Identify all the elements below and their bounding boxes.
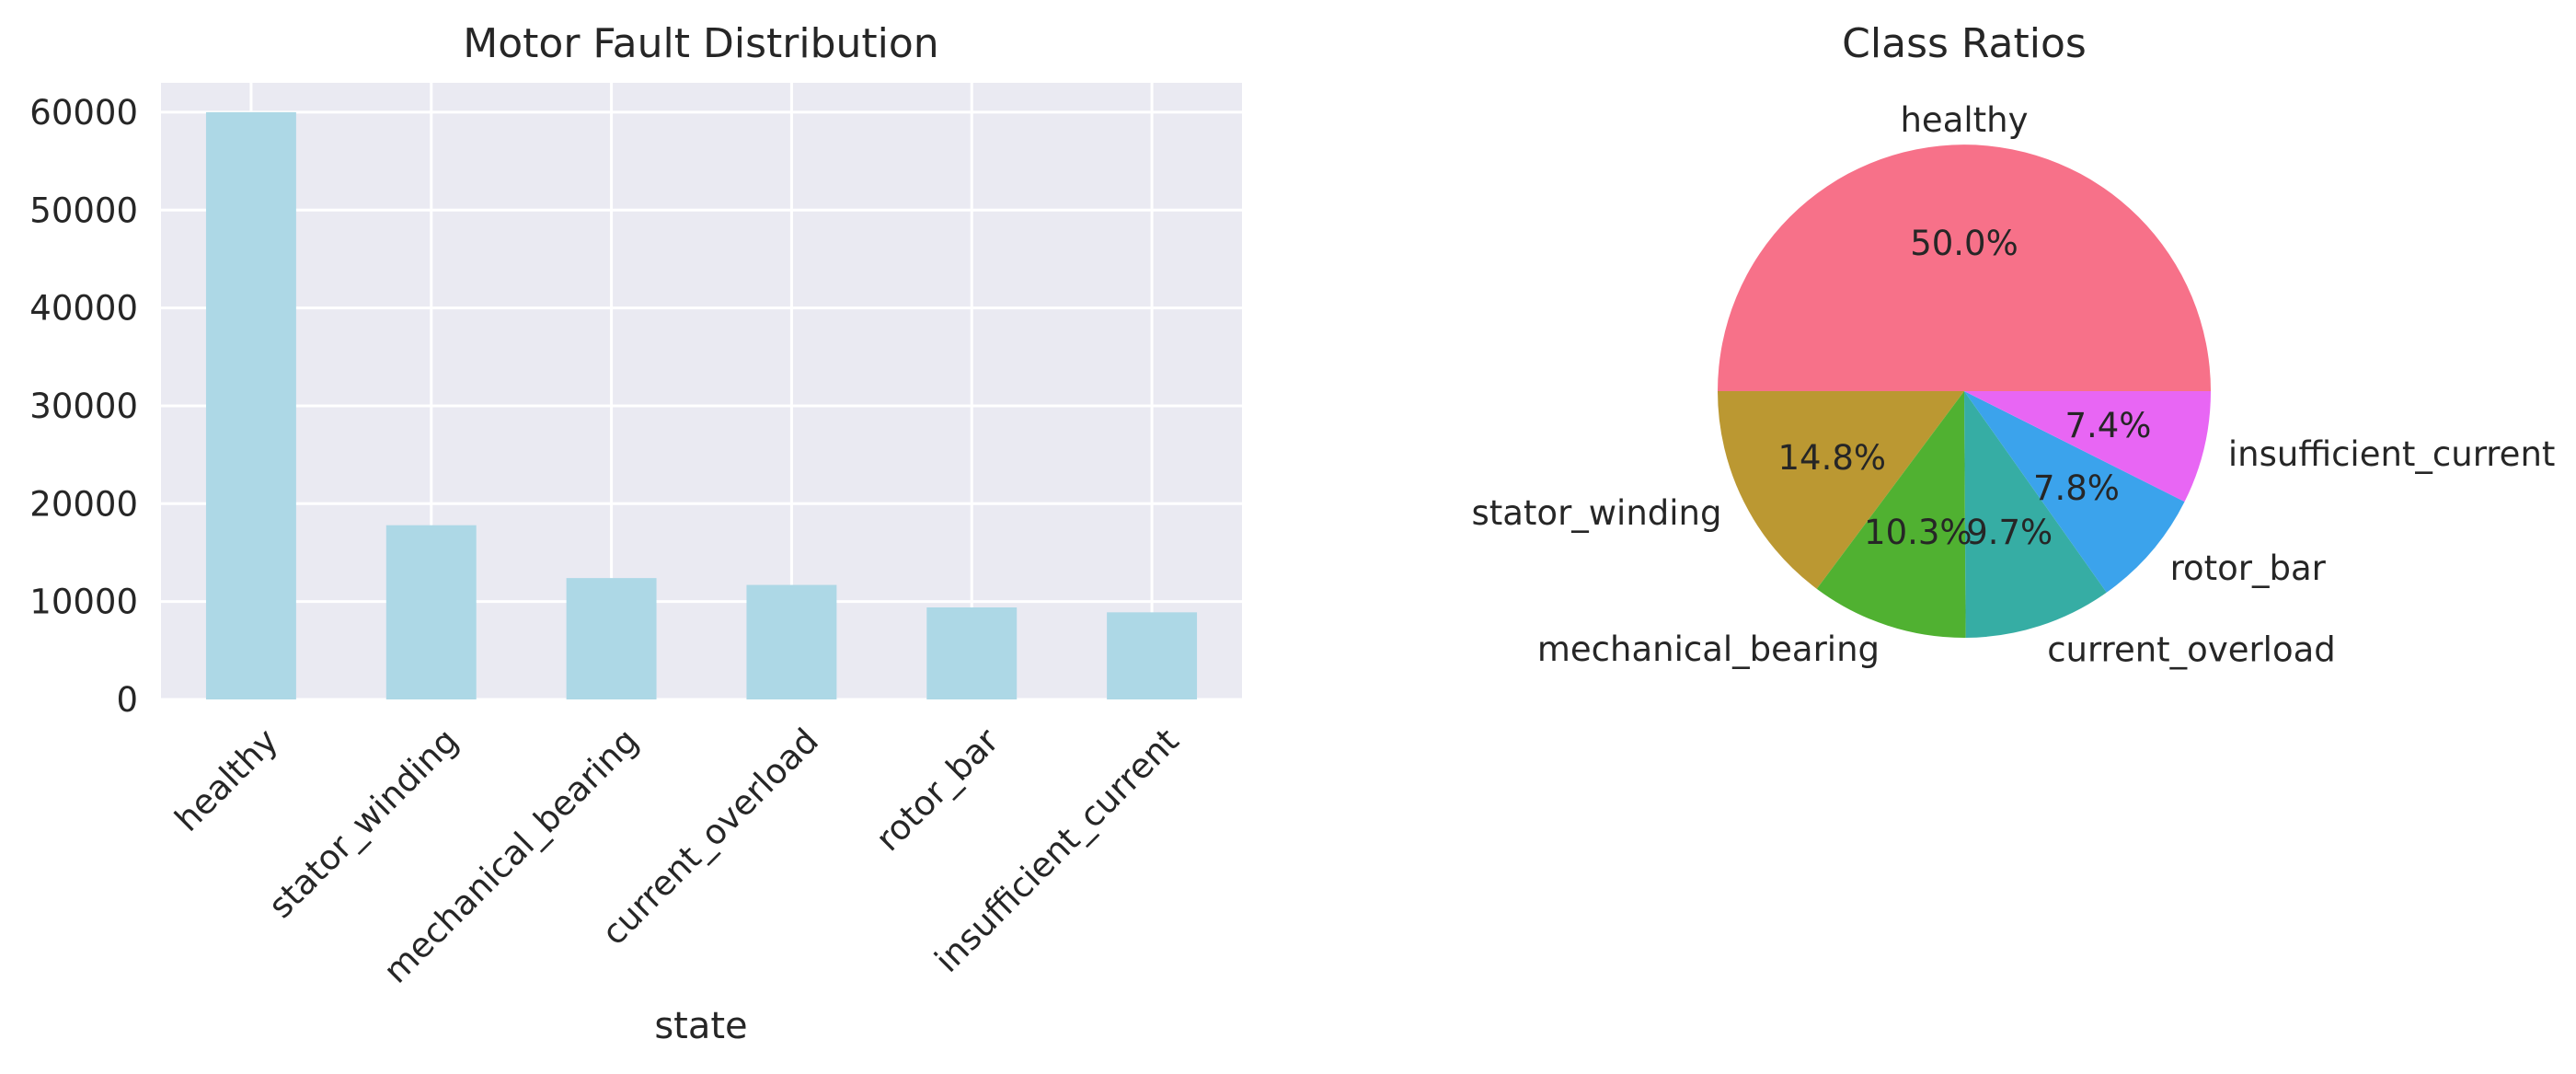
y-tick-label: 30000: [29, 387, 138, 426]
bar-mechanical_bearing: [566, 578, 657, 699]
bar-gridlines: [161, 83, 1242, 701]
bar-insufficient_current: [1107, 612, 1198, 699]
pie-slice-current_overload: [1964, 391, 2107, 638]
bar-x-axis: healthystator_windingmechanical_bearingc…: [167, 721, 1187, 991]
bar-stator_winding: [385, 525, 477, 699]
bar-healthy: [205, 111, 296, 699]
pie-slice-mechanical_bearing: [1816, 391, 1966, 638]
pie-percent-insufficient_current: 7.4%: [2064, 406, 2151, 445]
pie-label-insufficient_current: insufficient_current: [2228, 434, 2556, 474]
pie-labels: healthy stator_winding mechanical_bearing c…: [1471, 100, 2555, 669]
pie-label-mechanical_bearing: mechanical_bearing: [1537, 629, 1880, 669]
pie-percent-healthy: 50.0%: [1910, 224, 2018, 263]
y-tick-label: 20000: [29, 484, 138, 524]
bar-plot-area: [161, 83, 1242, 699]
x-tick-label: stator_winding: [261, 721, 466, 926]
pie-slice-healthy: [1718, 144, 2211, 392]
y-tick-label: 10000: [29, 583, 138, 622]
bar-series: [205, 111, 1198, 699]
bar-rotor_bar: [926, 607, 1018, 699]
bar-x-axis-label: state: [654, 1005, 747, 1047]
bar-chart-title: Motor Fault Distribution: [463, 20, 938, 67]
bar-y-axis: 0 10000 20000 30000 40000 50000 60000: [29, 93, 138, 720]
pie-label-rotor_bar: rotor_bar: [2170, 549, 2327, 588]
x-tick-label: healthy: [167, 721, 286, 839]
pie-slice-insufficient_current: [1964, 391, 2211, 502]
pie-percent-stator_winding: 14.8%: [1777, 438, 1886, 478]
y-tick-label: 60000: [29, 93, 138, 133]
pie-label-stator_winding: stator_winding: [1471, 493, 1721, 533]
pie-percent-rotor_bar: 7.8%: [2033, 468, 2120, 508]
pie-label-current_overload: current_overload: [2047, 630, 2336, 670]
y-tick-label: 50000: [29, 191, 138, 230]
bar-chart: Motor Fault Distribution 0 10000 20000 3000…: [29, 20, 1242, 1047]
pie-label-healthy: healthy: [1900, 100, 2028, 140]
pie-percent-mechanical_bearing: 10.3%: [1864, 513, 1972, 552]
bar-current_overload: [746, 584, 837, 699]
y-tick-label: 40000: [29, 289, 138, 329]
pie-slices: [1718, 144, 2211, 638]
pie-slice-rotor_bar: [1964, 391, 2185, 593]
y-tick-label: 0: [116, 680, 138, 720]
pie-slice-stator_winding: [1718, 391, 1964, 589]
pie-chart-title: Class Ratios: [1842, 20, 2087, 67]
pie-chart: Class Ratios healthy stator_windingmechan…: [1471, 20, 2555, 670]
x-tick-label: rotor_bar: [868, 721, 1007, 860]
pie-percent-current_overload: 9.7%: [1966, 513, 2053, 552]
pie-percent-labels: 50.0% 14.8% 10.3%9.7% 7.8% 7.4%: [1777, 224, 2151, 552]
